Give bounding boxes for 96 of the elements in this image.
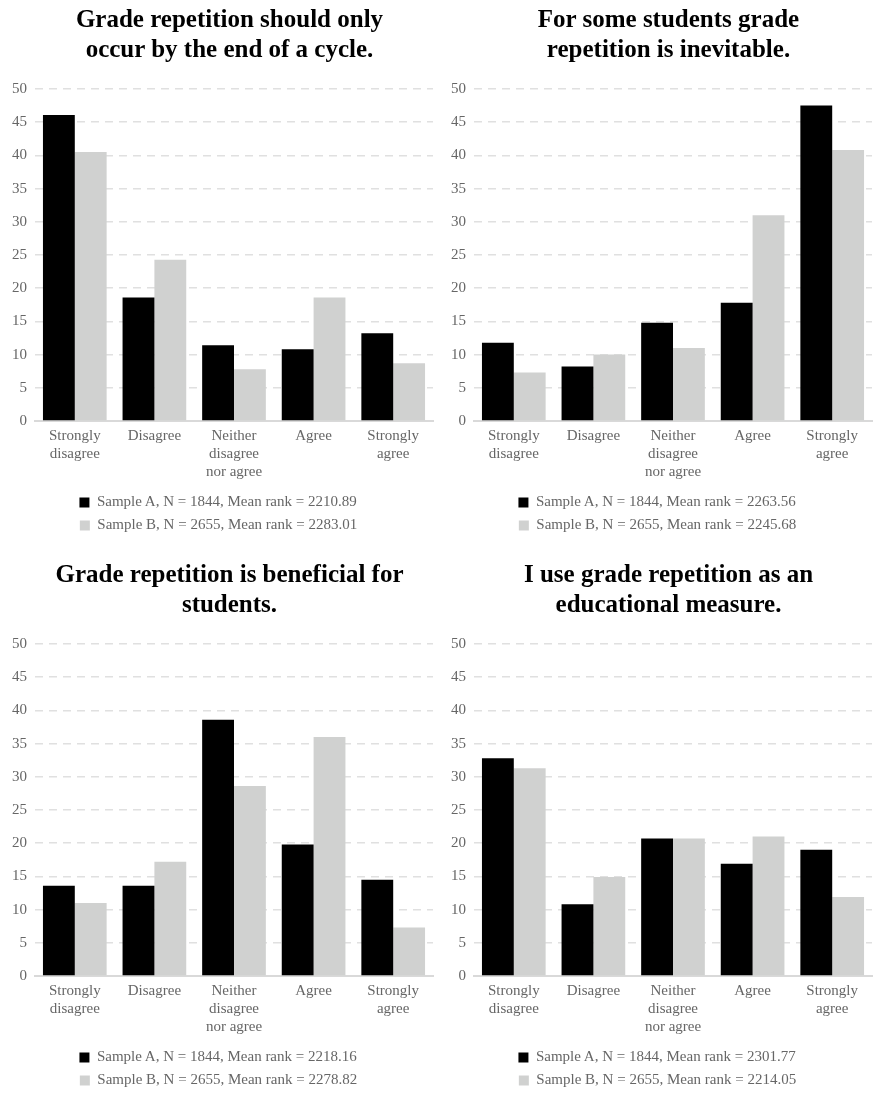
- y-tick-label: 25: [12, 245, 27, 262]
- x-tick-label: Strongly disagree: [48, 426, 102, 461]
- bar: [122, 885, 155, 976]
- legend-label: Sample A, N = 1844, Mean rank = 2301.77: [535, 1048, 797, 1065]
- y-tick-label: 5: [458, 933, 466, 950]
- bar: [42, 885, 75, 976]
- chart-title: Grade repetition should only occur by the end of a cycle.: [74, 4, 385, 64]
- bar: [42, 114, 75, 421]
- y-tick-label: 15: [451, 867, 466, 884]
- bar: [202, 719, 234, 976]
- y-tick-label: 40: [451, 146, 466, 163]
- x-tick-label: Neither disagree nor agree: [205, 426, 263, 479]
- chart-title: I use grade repetition as an educational measure.: [522, 559, 815, 619]
- x-tick-label: Strongly agree: [367, 981, 420, 1016]
- y-tick-label: 5: [19, 933, 27, 950]
- legend-label: Sample A, N = 1844, Mean rank = 2263.56: [535, 493, 797, 510]
- legend-label: Sample B, N = 2655, Mean rank = 2278.82: [97, 1071, 358, 1088]
- y-tick-label: 0: [458, 966, 466, 983]
- x-tick-label: Agree: [295, 426, 333, 443]
- y-tick-label: 5: [19, 378, 27, 395]
- bar: [361, 333, 394, 421]
- y-tick-label: 35: [451, 734, 466, 751]
- y-tick-label: 30: [12, 767, 27, 784]
- y-tick-label: 20: [12, 279, 27, 296]
- bar: [641, 838, 673, 976]
- x-tick-label: Disagree: [127, 426, 182, 443]
- y-tick-label: 25: [451, 800, 466, 817]
- bar: [800, 105, 833, 421]
- y-tick-label: 25: [12, 800, 27, 817]
- y-tick-label: 0: [19, 966, 27, 983]
- y-tick-label: 15: [12, 312, 27, 329]
- bar: [561, 904, 594, 976]
- x-tick-label: Neither disagree nor agree: [644, 426, 702, 479]
- x-tick-label: Agree: [295, 981, 333, 998]
- x-tick-label: Strongly disagree: [48, 981, 102, 1016]
- y-tick-label: 0: [19, 411, 27, 428]
- bar: [281, 349, 314, 421]
- y-tick-label: 20: [12, 834, 27, 851]
- x-tick-label: Disagree: [127, 981, 182, 998]
- bar: [481, 758, 514, 976]
- y-tick-label: 35: [12, 734, 27, 751]
- y-tick-label: 30: [12, 212, 27, 229]
- x-tick-label: Disagree: [566, 426, 621, 443]
- bar: [361, 879, 394, 976]
- bar: [122, 297, 155, 421]
- y-tick-label: 50: [451, 79, 466, 96]
- y-tick-label: 50: [451, 634, 466, 651]
- x-tick-label: Strongly agree: [806, 981, 859, 1016]
- y-tick-label: 5: [458, 378, 466, 395]
- legend-label: Sample B, N = 2655, Mean rank = 2245.68: [536, 516, 797, 533]
- y-tick-label: 50: [12, 79, 27, 96]
- y-tick-label: 10: [12, 345, 27, 362]
- x-tick-label: Disagree: [566, 981, 621, 998]
- bar: [800, 849, 833, 976]
- y-tick-label: 15: [12, 867, 27, 884]
- bar: [202, 345, 234, 421]
- x-tick-label: Strongly disagree: [487, 981, 541, 1016]
- y-tick-label: 20: [451, 834, 466, 851]
- y-tick-label: 20: [451, 279, 466, 296]
- x-tick-label: Agree: [734, 426, 772, 443]
- bar: [720, 302, 753, 421]
- y-tick-label: 30: [451, 212, 466, 229]
- bar: [641, 322, 673, 421]
- y-tick-label: 40: [12, 146, 27, 163]
- x-tick-label: Strongly agree: [367, 426, 420, 461]
- y-tick-label: 35: [12, 179, 27, 196]
- y-tick-label: 45: [12, 668, 27, 685]
- chart-title: Grade repetition is beneficial for students.: [54, 559, 405, 619]
- y-tick-label: 0: [458, 411, 466, 428]
- bar: [481, 342, 514, 421]
- x-tick-label: Agree: [734, 981, 772, 998]
- y-tick-label: 10: [451, 345, 466, 362]
- y-tick-label: 40: [12, 701, 27, 718]
- y-tick-label: 30: [451, 767, 466, 784]
- legend-label: Sample A, N = 1844, Mean rank = 2218.16: [96, 1048, 358, 1065]
- chart-title: For some students grade repetition is inevitable.: [536, 4, 801, 64]
- legend-label: Sample A, N = 1844, Mean rank = 2210.89: [96, 493, 357, 510]
- bar: [561, 366, 594, 421]
- x-tick-label: Strongly disagree: [487, 426, 541, 461]
- legend-label: Sample B, N = 2655, Mean rank = 2214.05: [536, 1071, 797, 1088]
- y-tick-label: 45: [12, 113, 27, 130]
- x-tick-label: Neither disagree nor agree: [205, 981, 263, 1034]
- y-tick-label: 10: [451, 900, 466, 917]
- bar: [281, 844, 314, 976]
- x-tick-label: Strongly agree: [806, 426, 859, 461]
- y-tick-label: 25: [451, 245, 466, 262]
- x-tick-label: Neither disagree nor agree: [644, 981, 702, 1034]
- y-tick-label: 40: [451, 701, 466, 718]
- y-tick-label: 10: [12, 900, 27, 917]
- y-tick-label: 45: [451, 668, 466, 685]
- bar: [720, 863, 753, 976]
- y-tick-label: 35: [451, 179, 466, 196]
- y-tick-label: 15: [451, 312, 466, 329]
- y-tick-label: 45: [451, 113, 466, 130]
- y-tick-label: 50: [12, 634, 27, 651]
- legend-label: Sample B, N = 2655, Mean rank = 2283.01: [97, 516, 358, 533]
